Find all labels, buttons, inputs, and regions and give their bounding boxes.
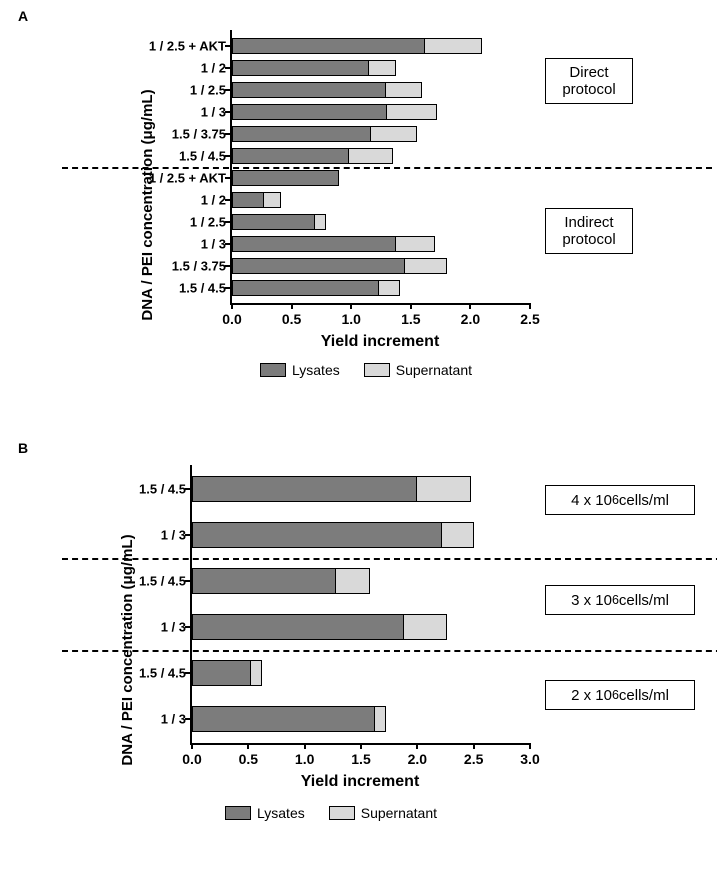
y-tick-label: 1 / 2.5: [190, 214, 232, 229]
bar-lysates: [232, 192, 264, 208]
bar-lysates: [192, 476, 417, 502]
x-tick-label: 2.5: [464, 743, 483, 767]
swatch-supernatant: [364, 363, 390, 377]
y-tick-label: 1.5 / 3.75: [172, 258, 232, 273]
legend-lysates-label: Lysates: [257, 805, 305, 821]
group-divider: [62, 167, 712, 169]
y-tick-label: 1 / 2: [201, 60, 232, 75]
y-tick-label: 1.5 / 4.5: [139, 666, 192, 681]
bar-lysates: [232, 148, 349, 164]
bar-lysates: [232, 82, 386, 98]
y-tick-label: 1.5 / 4.5: [139, 574, 192, 589]
bar-lysates: [232, 104, 387, 120]
y-tick-label: 1.5 / 4.5: [179, 148, 232, 163]
legend-lysates: Lysates: [260, 362, 340, 378]
bar-lysates: [192, 660, 251, 686]
x-tick-label: 3.0: [520, 743, 539, 767]
panel-b-group-2e6: 2 x 106 cells/ml: [545, 680, 695, 710]
y-tick-label: 1.5 / 3.75: [172, 126, 232, 141]
panel-b-chart: DNA / PEI concentration (μg/mL) 0.00.51.…: [60, 465, 680, 835]
legend-lysates-label: Lysates: [292, 362, 340, 378]
swatch-lysates: [260, 363, 286, 377]
group-divider: [62, 650, 717, 652]
legend-supernatant: Supernatant: [364, 362, 472, 378]
group-divider: [62, 558, 717, 560]
panel-a-group-direct: Direct protocol: [545, 58, 633, 104]
swatch-lysates: [225, 806, 251, 820]
bar-lysates: [192, 706, 375, 732]
figure-root: A DNA / PEI concentration (μg/mL) 0.00.5…: [0, 0, 717, 870]
panel-a-legend: Lysates Supernatant: [260, 362, 472, 378]
panel-a-ylabel: DNA / PEI concentration (μg/mL): [139, 89, 156, 320]
x-tick-label: 0.5: [282, 303, 301, 327]
legend-supernatant: Supernatant: [329, 805, 437, 821]
bar-lysates: [232, 60, 369, 76]
bar-lysates: [232, 258, 405, 274]
bar-lysates: [232, 236, 396, 252]
y-tick-label: 1 / 3: [201, 236, 232, 251]
x-tick-label: 1.5: [351, 743, 370, 767]
y-tick-label: 1 / 3: [161, 620, 192, 635]
y-tick-label: 1 / 2.5: [190, 82, 232, 97]
x-tick-label: 0.5: [239, 743, 258, 767]
legend-supernatant-label: Supernatant: [396, 362, 472, 378]
x-tick-label: 2.0: [461, 303, 480, 327]
x-tick-label: 0.0: [182, 743, 201, 767]
y-tick-label: 1 / 3: [201, 104, 232, 119]
x-tick-label: 1.5: [401, 303, 420, 327]
y-tick-label: 1 / 2.5 + AKT: [149, 38, 232, 53]
panel-b-label: B: [18, 440, 28, 456]
panel-b-plot-area: 0.00.51.01.52.02.53.01.5 / 4.51 / 31.5 /…: [190, 465, 530, 745]
bar-lysates: [192, 568, 336, 594]
bar-lysates: [232, 170, 339, 186]
panel-b-legend: Lysates Supernatant: [225, 805, 437, 821]
bar-lysates: [232, 280, 379, 296]
bar-lysates: [232, 38, 425, 54]
panel-b-group-3e6: 3 x 106 cells/ml: [545, 585, 695, 615]
y-tick-label: 1 / 2.5 + AKT: [149, 170, 232, 185]
y-tick-label: 1.5 / 4.5: [139, 482, 192, 497]
legend-supernatant-label: Supernatant: [361, 805, 437, 821]
panel-b-group-4e6: 4 x 106 cells/ml: [545, 485, 695, 515]
bar-lysates: [232, 214, 315, 230]
legend-lysates: Lysates: [225, 805, 305, 821]
y-tick-label: 1 / 3: [161, 528, 192, 543]
x-tick-label: 0.0: [222, 303, 241, 327]
panel-a-plot-area: 0.00.51.01.52.02.51 / 2.5 + AKT1 / 21 / …: [230, 30, 530, 305]
x-tick-label: 1.0: [341, 303, 360, 327]
x-tick-label: 2.5: [520, 303, 539, 327]
panel-a-chart: DNA / PEI concentration (μg/mL) 0.00.51.…: [60, 30, 660, 380]
panel-a-group-indirect: Indirect protocol: [545, 208, 633, 254]
bar-lysates: [232, 126, 371, 142]
panel-a-label: A: [18, 8, 28, 24]
swatch-supernatant: [329, 806, 355, 820]
bar-lysates: [192, 614, 404, 640]
bar-lysates: [192, 522, 442, 548]
panel-a-xlabel: Yield increment: [321, 333, 440, 351]
x-tick-label: 2.0: [408, 743, 427, 767]
x-tick-label: 1.0: [295, 743, 314, 767]
y-tick-label: 1 / 2: [201, 192, 232, 207]
y-tick-label: 1 / 3: [161, 712, 192, 727]
panel-b-xlabel: Yield increment: [301, 773, 420, 791]
y-tick-label: 1.5 / 4.5: [179, 280, 232, 295]
